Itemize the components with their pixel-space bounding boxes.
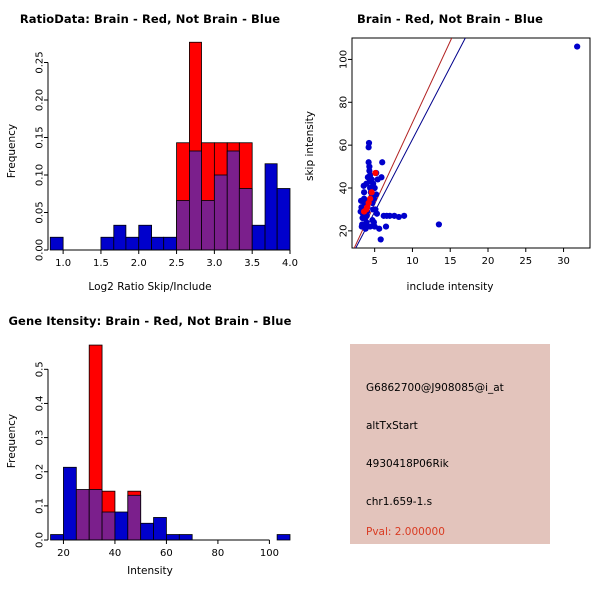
ratio-histogram-panel: RatioData: Brain - Red, Not Brain - Blue…: [0, 0, 300, 300]
svg-text:15: 15: [444, 256, 457, 267]
pval-text: Pval: 2.000000: [366, 526, 445, 538]
svg-text:20: 20: [339, 224, 350, 237]
svg-text:60: 60: [339, 139, 350, 152]
gene-info-panel: G6862700@J908085@i_at altTxStart 4930418…: [300, 300, 600, 600]
svg-text:40: 40: [109, 548, 122, 559]
gene-intensity-panel: Gene Itensity: Brain - Red, Not Brain - …: [0, 300, 300, 600]
svg-text:80: 80: [212, 548, 225, 559]
gene-histogram-canvas: 0.0 0.1 0.2 0.3 0.4 0.5 20 40 60 80 100: [35, 344, 291, 559]
svg-text:4.0: 4.0: [282, 258, 298, 269]
svg-text:0.5: 0.5: [35, 361, 46, 377]
scatter-y-axis-title: skip intensity: [304, 111, 316, 181]
svg-text:3.5: 3.5: [244, 258, 260, 269]
gene-plot-title: Gene Itensity: Brain - Red, Not Brain - …: [8, 314, 292, 328]
svg-text:20: 20: [57, 548, 70, 559]
probe-id-text: G6862700@J908085@i_at: [366, 382, 504, 394]
svg-text:1.0: 1.0: [55, 258, 71, 269]
intensity-scatter-panel: Brain - Red, Not Brain - Blue 20 40 60 80 10…: [300, 0, 600, 300]
ratio-y-axis-title: Frequency: [6, 123, 18, 179]
gene-info-box: G6862700@J908085@i_at altTxStart 4930418…: [350, 344, 550, 544]
scatter-plot-title: Brain - Red, Not Brain - Blue: [356, 12, 544, 26]
svg-text:1.5: 1.5: [93, 258, 109, 269]
svg-text:5: 5: [371, 256, 377, 267]
svg-text:25: 25: [519, 256, 532, 267]
svg-text:0.1: 0.1: [35, 498, 46, 514]
event-type-text: altTxStart: [366, 420, 418, 432]
svg-text:0.2: 0.2: [35, 464, 46, 480]
svg-text:100: 100: [339, 50, 350, 69]
svg-text:2.5: 2.5: [169, 258, 185, 269]
svg-text:0.25: 0.25: [35, 51, 46, 73]
svg-text:20: 20: [482, 256, 495, 267]
svg-text:0.00: 0.00: [35, 239, 46, 261]
ratio-x-axis-title: Log2 Ratio Skip/Include: [88, 281, 212, 293]
scatter-x-axis-title: include intensity: [406, 281, 494, 293]
svg-text:3.0: 3.0: [206, 258, 222, 269]
svg-text:10: 10: [406, 256, 419, 267]
svg-text:0.0: 0.0: [35, 532, 46, 548]
svg-text:2.0: 2.0: [131, 258, 147, 269]
scatter-canvas: 20 40 60 80 100 5 10 15 20 25 30: [339, 37, 591, 267]
gene-y-axis-title: Frequency: [6, 413, 18, 469]
svg-text:60: 60: [160, 548, 173, 559]
gene-symbol-text: 4930418P06Rik: [366, 458, 449, 470]
svg-text:80: 80: [339, 96, 350, 109]
svg-text:0.10: 0.10: [35, 164, 46, 186]
svg-text:0.05: 0.05: [35, 201, 46, 223]
svg-text:40: 40: [339, 182, 350, 195]
ratio-histogram-canvas: 0.00 0.05 0.10 0.15 0.20 0.25 1.0 1.5 2.0 2.5 3.0 3…: [35, 41, 298, 269]
svg-text:0.3: 0.3: [35, 430, 46, 446]
svg-text:30: 30: [557, 256, 570, 267]
ratio-plot-title: RatioData: Brain - Red, Not Brain - Blue: [19, 12, 281, 26]
locus-text: chr1.659-1.s: [366, 496, 433, 508]
svg-text:100: 100: [260, 548, 279, 559]
svg-text:0.20: 0.20: [35, 89, 46, 111]
svg-text:0.4: 0.4: [35, 395, 46, 411]
svg-text:0.15: 0.15: [35, 126, 46, 148]
gene-x-axis-title: Intensity: [127, 565, 173, 577]
